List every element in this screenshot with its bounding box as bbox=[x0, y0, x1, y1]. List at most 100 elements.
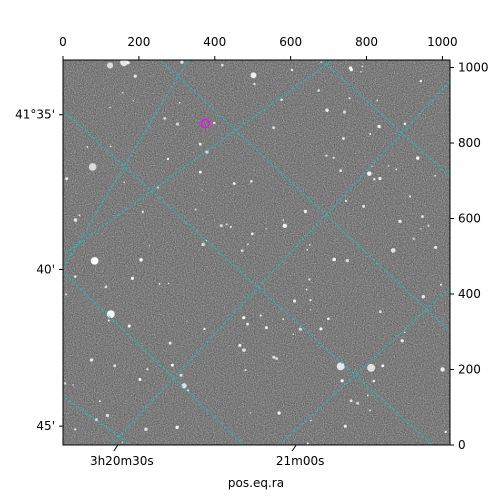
star bbox=[232, 182, 236, 185]
star bbox=[400, 339, 404, 343]
star bbox=[373, 178, 376, 181]
star bbox=[105, 413, 110, 418]
star bbox=[74, 275, 77, 278]
star bbox=[88, 163, 97, 171]
star bbox=[349, 399, 353, 403]
star bbox=[98, 400, 101, 403]
star bbox=[344, 199, 348, 203]
ra-tick bbox=[291, 444, 297, 452]
star bbox=[308, 244, 311, 246]
star bbox=[317, 89, 320, 92]
star bbox=[139, 258, 143, 262]
star bbox=[72, 384, 74, 386]
star bbox=[246, 322, 249, 326]
star bbox=[170, 363, 174, 367]
star bbox=[148, 245, 151, 247]
star bbox=[186, 320, 188, 323]
star bbox=[325, 154, 328, 157]
star bbox=[362, 204, 366, 208]
star bbox=[343, 424, 347, 428]
star bbox=[277, 411, 281, 415]
star bbox=[242, 348, 246, 352]
star bbox=[138, 378, 142, 381]
star bbox=[348, 97, 351, 100]
star bbox=[372, 379, 376, 383]
star bbox=[198, 170, 202, 174]
star bbox=[120, 60, 128, 67]
star bbox=[320, 61, 322, 63]
star bbox=[361, 65, 364, 68]
star bbox=[229, 225, 232, 228]
star bbox=[360, 70, 362, 73]
star bbox=[272, 355, 276, 359]
star bbox=[293, 299, 297, 303]
star bbox=[109, 106, 111, 109]
y-tick-label: 1000 bbox=[458, 61, 489, 75]
star bbox=[319, 327, 323, 331]
star bbox=[325, 108, 329, 112]
star bbox=[179, 373, 183, 377]
star bbox=[205, 150, 209, 154]
star bbox=[198, 142, 202, 146]
star bbox=[65, 293, 68, 296]
grid-line bbox=[321, 60, 450, 178]
dec-tick-label: 45' bbox=[36, 419, 55, 433]
x-tick-label: 200 bbox=[127, 35, 150, 49]
grid-line bbox=[63, 110, 434, 445]
star bbox=[121, 441, 124, 444]
y-tick-label: 800 bbox=[458, 136, 481, 150]
star bbox=[308, 278, 311, 281]
star bbox=[225, 223, 228, 226]
grid-line bbox=[159, 60, 450, 332]
ra-tick-label: 21m00s bbox=[276, 454, 324, 468]
star bbox=[275, 357, 279, 360]
ra-tick bbox=[113, 444, 119, 452]
star bbox=[305, 288, 308, 291]
y-tick-label: 400 bbox=[458, 287, 481, 301]
star bbox=[303, 209, 308, 214]
dec-tick-label: 40' bbox=[36, 262, 55, 276]
star bbox=[421, 215, 424, 218]
star bbox=[78, 214, 81, 217]
star bbox=[367, 363, 376, 372]
dec-tick-label: 41°35' bbox=[15, 108, 55, 122]
star bbox=[416, 156, 420, 160]
star bbox=[201, 242, 205, 247]
star bbox=[123, 181, 126, 184]
star bbox=[403, 122, 407, 126]
star bbox=[369, 132, 372, 136]
grid-line bbox=[278, 287, 450, 445]
star bbox=[395, 168, 398, 171]
star bbox=[90, 257, 99, 265]
star bbox=[246, 243, 249, 246]
star bbox=[403, 331, 406, 334]
x-tick-label: 600 bbox=[279, 35, 302, 49]
star bbox=[298, 327, 302, 331]
y-tick-label: 600 bbox=[458, 212, 481, 226]
star bbox=[332, 156, 335, 159]
star bbox=[434, 245, 438, 249]
star bbox=[332, 257, 336, 262]
x-pixel-axis-top: 0 200 400 600 800 1000 bbox=[59, 35, 458, 60]
star bbox=[249, 411, 252, 414]
star bbox=[306, 249, 309, 251]
star bbox=[336, 362, 345, 371]
star bbox=[244, 369, 247, 372]
y-pixel-axis-right: 0 200 400 600 800 1000 bbox=[450, 61, 489, 452]
star bbox=[109, 145, 112, 148]
star bbox=[106, 310, 115, 319]
star bbox=[292, 333, 295, 336]
coordinate-grid bbox=[63, 60, 450, 445]
grid-line bbox=[63, 60, 334, 256]
star bbox=[175, 122, 179, 126]
star bbox=[326, 317, 330, 321]
star bbox=[259, 314, 262, 317]
star bbox=[282, 318, 285, 320]
star bbox=[63, 382, 67, 385]
star bbox=[201, 189, 203, 191]
star bbox=[398, 219, 402, 224]
star bbox=[282, 223, 288, 229]
star bbox=[345, 258, 349, 263]
star bbox=[238, 343, 242, 347]
star bbox=[272, 126, 276, 130]
